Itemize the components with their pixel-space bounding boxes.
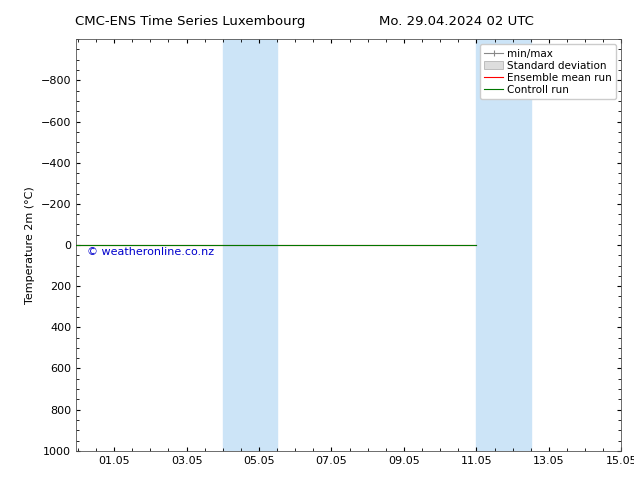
Text: Mo. 29.04.2024 02 UTC: Mo. 29.04.2024 02 UTC xyxy=(379,15,534,28)
Legend: min/max, Standard deviation, Ensemble mean run, Controll run: min/max, Standard deviation, Ensemble me… xyxy=(480,45,616,99)
Y-axis label: Temperature 2m (°C): Temperature 2m (°C) xyxy=(25,186,35,304)
Text: © weatheronline.co.nz: © weatheronline.co.nz xyxy=(87,247,214,257)
Text: CMC-ENS Time Series Luxembourg: CMC-ENS Time Series Luxembourg xyxy=(75,15,306,28)
Bar xyxy=(476,39,531,451)
Bar xyxy=(223,39,277,451)
